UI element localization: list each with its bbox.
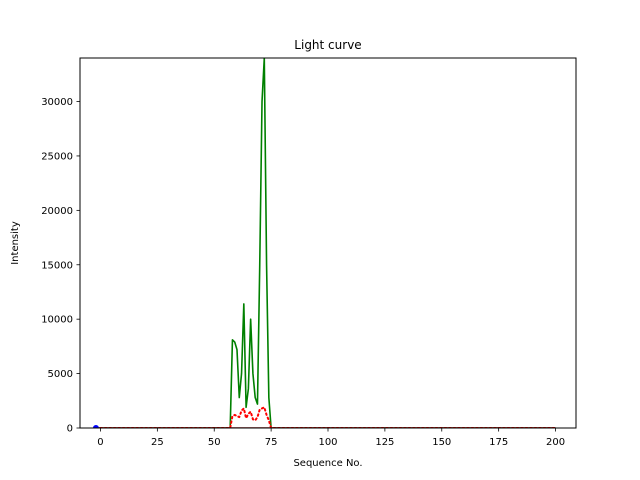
chart-title: Light curve bbox=[294, 38, 361, 52]
y-tick-label: 10000 bbox=[41, 315, 73, 326]
y-tick-label: 5000 bbox=[48, 369, 73, 380]
series-3-point bbox=[92, 425, 99, 428]
x-tick-label: 200 bbox=[546, 437, 565, 448]
y-tick-label: 25000 bbox=[41, 151, 73, 162]
x-axis-label: Sequence No. bbox=[293, 458, 362, 469]
x-axis: 0 25 50 75 100 125 150 175 200 bbox=[97, 428, 565, 448]
x-tick-label: 125 bbox=[375, 437, 394, 448]
y-axis-label: Intensity bbox=[10, 221, 21, 265]
x-tick-label: 150 bbox=[432, 437, 451, 448]
x-tick-label: 175 bbox=[489, 437, 508, 448]
series-0-line bbox=[95, 58, 556, 428]
x-tick-label: 25 bbox=[151, 437, 164, 448]
y-tick-label: 30000 bbox=[41, 97, 73, 108]
y-tick-label: 0 bbox=[67, 424, 73, 435]
x-tick-label: 100 bbox=[318, 437, 337, 448]
series-1-line bbox=[94, 406, 557, 428]
y-tick-label: 20000 bbox=[41, 206, 73, 217]
y-tick-label: 15000 bbox=[41, 260, 73, 271]
x-tick-label: 0 bbox=[97, 437, 103, 448]
x-tick-label: 50 bbox=[208, 437, 221, 448]
x-tick-label: 75 bbox=[265, 437, 278, 448]
y-axis: 0 5000 10000 15000 20000 25000 30000 bbox=[41, 97, 80, 435]
